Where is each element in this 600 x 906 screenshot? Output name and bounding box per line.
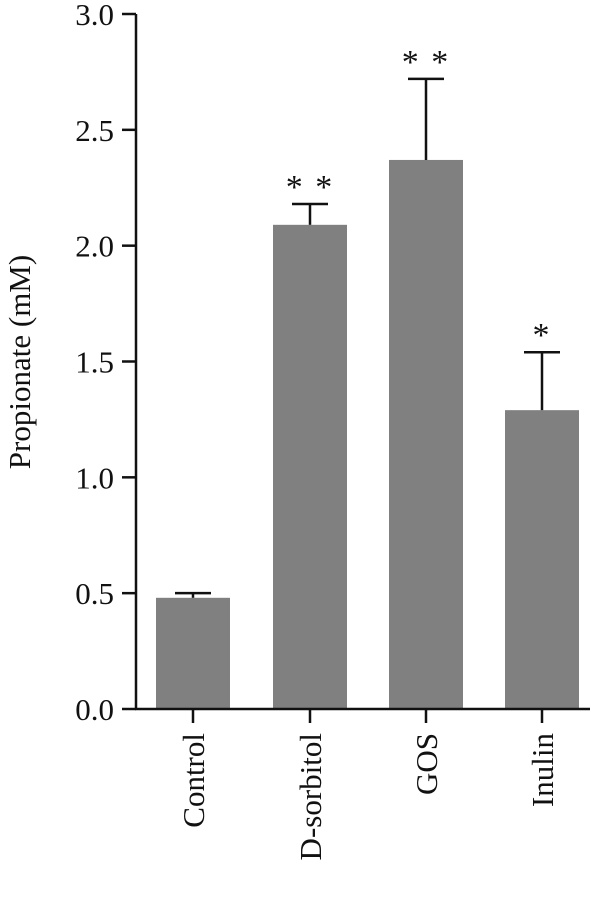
significance-inulin: *: [533, 317, 552, 354]
y-tick-label-5: 2.5: [75, 113, 114, 148]
significance-group: * * * * *: [286, 44, 552, 354]
y-tick-label-4: 2.0: [75, 229, 114, 264]
x-tick-label-inulin: Inulin: [525, 733, 560, 808]
bar-inulin: [505, 410, 579, 709]
x-tick-label-d-sorbitol: D-sorbitol: [293, 733, 328, 860]
y-axis-title: Propionate (mM): [2, 255, 37, 469]
x-labels-group: Control D-sorbitol GOS Inulin: [176, 709, 560, 860]
bar-gos: [389, 159, 463, 709]
y-tick-label-0: 0.0: [75, 692, 114, 727]
significance-d-sorbitol: * *: [286, 169, 335, 206]
significance-gos: * *: [402, 44, 451, 81]
y-tick-label-1: 0.5: [75, 576, 114, 611]
y-tick-label-3: 1.5: [75, 345, 114, 380]
bars-group: [156, 159, 579, 710]
bar-d-sorbitol: [273, 224, 347, 710]
x-tick-label-gos: GOS: [409, 733, 444, 795]
y-tick-label-2: 1.0: [75, 460, 114, 495]
y-ticks-group: 0.0 0.5 1.0 1.5 2.0 2.5 3.0: [75, 0, 136, 727]
x-tick-label-control: Control: [176, 733, 211, 828]
y-tick-label-6: 3.0: [75, 0, 114, 32]
bar-control: [156, 597, 230, 709]
error-bars-group: [175, 77, 560, 598]
